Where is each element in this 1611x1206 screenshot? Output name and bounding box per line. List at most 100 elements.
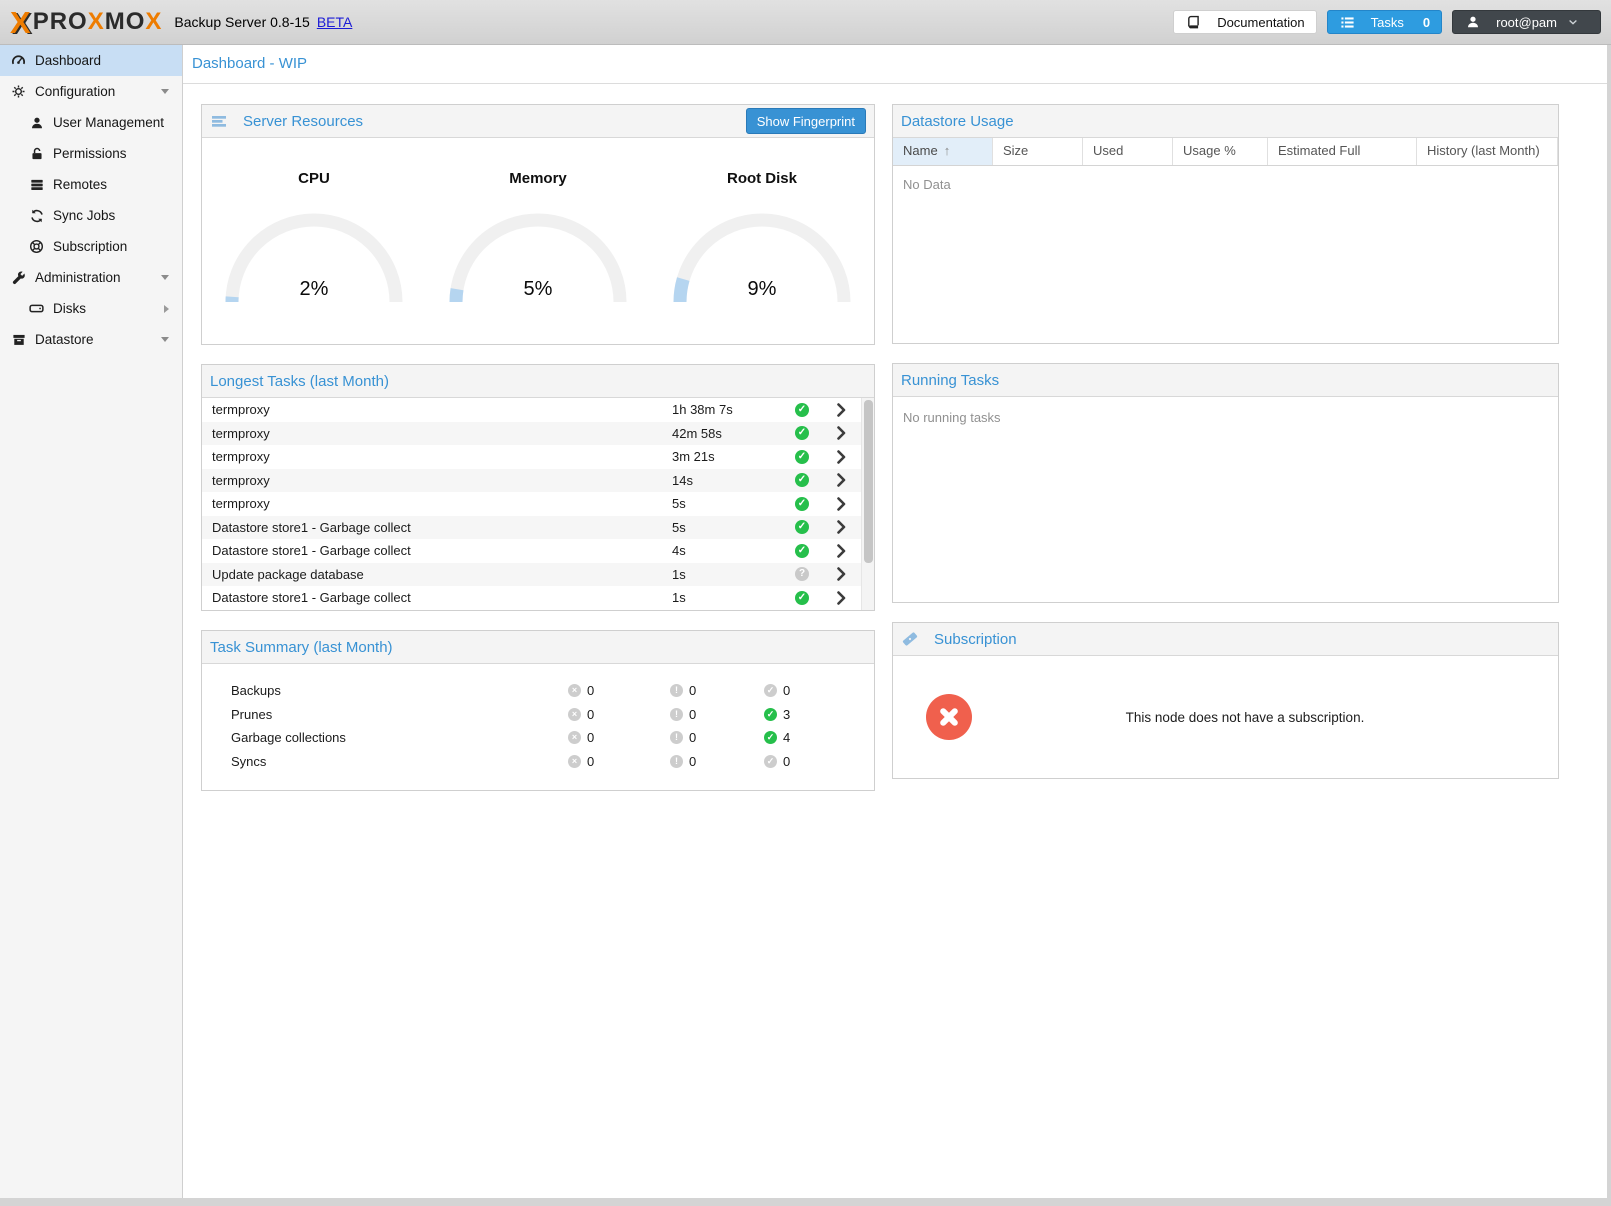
ok-count-icon: ✓ xyxy=(764,731,777,745)
task-row[interactable]: termproxy 14s ✓ xyxy=(202,468,874,492)
gauge-memory: Memory 5% xyxy=(426,138,650,343)
column-header-label: Used xyxy=(1093,143,1124,158)
ticket-icon xyxy=(901,631,918,647)
task-row[interactable]: Datastore store1 - Garbage collect 4s ✓ xyxy=(202,539,874,563)
open-task-chevron-icon[interactable] xyxy=(820,426,862,441)
sidebar-item-label: Datastore xyxy=(35,332,94,347)
task-duration: 5s xyxy=(672,496,686,512)
task-duration: 5s xyxy=(672,519,686,535)
life-ring-icon xyxy=(28,239,45,255)
gauge-value: 9% xyxy=(747,278,777,300)
gauge-root-disk: Root Disk 9% xyxy=(650,138,874,343)
summary-row: Garbage collections × 0! 0 ✓ 4 xyxy=(202,726,874,750)
warning-count: 0 xyxy=(689,683,697,699)
error-count-icon: × xyxy=(568,731,581,745)
task-row[interactable]: termproxy 5s ✓ xyxy=(202,492,874,516)
summary-label: Backups xyxy=(231,683,281,699)
book-icon xyxy=(1185,14,1202,30)
task-summary-header: Task Summary (last Month) xyxy=(202,631,874,664)
vertical-scrollbar[interactable] xyxy=(861,398,874,610)
main-content: Dashboard - WIP Server Resources Show Fi… xyxy=(183,45,1607,1198)
gauge-title: Root Disk xyxy=(726,170,797,187)
error-count-icon: × xyxy=(568,707,581,721)
expander-right-icon xyxy=(164,304,169,313)
user-menu-button[interactable]: root@pam xyxy=(1452,10,1601,34)
column-header-usage-[interactable]: Usage % xyxy=(1173,138,1268,165)
ok-count: 4 xyxy=(783,730,791,746)
documentation-button[interactable]: Documentation xyxy=(1173,10,1317,34)
subscription-panel: Subscription This node does not have a s… xyxy=(892,622,1559,779)
error-count: 0 xyxy=(587,753,595,769)
status-ok-check-icon: ✓ xyxy=(795,590,809,605)
error-count: 0 xyxy=(587,706,595,722)
status-ok-check-icon: ✓ xyxy=(795,473,809,488)
sidebar-item-dashboard[interactable]: Dashboard xyxy=(0,45,182,76)
datastore-empty-text: No Data xyxy=(903,177,951,192)
running-tasks-header: Running Tasks xyxy=(893,364,1558,397)
sidebar-item-sync-jobs[interactable]: Sync Jobs xyxy=(0,200,182,231)
tasks-button[interactable]: Tasks 0 xyxy=(1326,10,1443,34)
task-row[interactable]: Datastore store1 - Garbage collect 5s ✓ xyxy=(202,515,874,539)
gears-icon xyxy=(10,84,27,100)
datastore-grid-columns: Name ↑ Size Used Usage % Estimated Full Histor… xyxy=(893,138,1558,166)
sidebar-item-subscription[interactable]: Subscription xyxy=(0,231,182,262)
task-duration: 14s xyxy=(672,472,693,488)
sidebar-item-configuration[interactable]: Configuration xyxy=(0,76,182,107)
status-unknown-question-icon: ? xyxy=(795,567,809,582)
archive-icon xyxy=(10,332,27,348)
status-ok-check-icon: ✓ xyxy=(795,402,809,417)
ok-count: 3 xyxy=(783,706,791,722)
sidebar-item-administration[interactable]: Administration xyxy=(0,262,182,293)
open-task-chevron-icon[interactable] xyxy=(820,449,862,464)
scrollbar-thumb[interactable] xyxy=(864,400,873,563)
sidebar-item-user-management[interactable]: User Management xyxy=(0,107,182,138)
sidebar-item-permissions[interactable]: Permissions xyxy=(0,138,182,169)
task-row[interactable]: Update package database 1s? xyxy=(202,562,874,586)
logo-letter: X xyxy=(145,8,163,35)
status-ok-check-icon: ✓ xyxy=(795,449,809,464)
task-row[interactable]: termproxy 3m 21s ✓ xyxy=(202,445,874,469)
task-row[interactable]: termproxy 1h 38m 7s ✓ xyxy=(202,398,874,422)
open-task-chevron-icon[interactable] xyxy=(820,590,862,605)
gauge-title: Memory xyxy=(509,170,567,187)
logo-letter: MO xyxy=(104,8,146,35)
gauge-title: CPU xyxy=(298,170,330,187)
task-row[interactable]: Datastore store1 - Garbage collect 1s ✓ xyxy=(202,586,874,610)
task-name: Datastore store1 - Garbage collect xyxy=(212,519,411,535)
documentation-label: Documentation xyxy=(1217,14,1305,30)
sidebar-item-label: Configuration xyxy=(35,84,116,99)
open-task-chevron-icon[interactable] xyxy=(820,473,862,488)
task-name: termproxy xyxy=(212,449,270,465)
longest-tasks-list: termproxy 1h 38m 7s ✓ termproxy 42m 58s ✓ term… xyxy=(202,398,874,610)
column-header-estimated-full[interactable]: Estimated Full xyxy=(1268,138,1417,165)
column-header-name[interactable]: Name ↑ xyxy=(893,138,993,165)
beta-link[interactable]: BETA xyxy=(316,14,353,30)
sidebar-item-label: Disks xyxy=(53,301,86,316)
show-fingerprint-button[interactable]: Show Fingerprint xyxy=(745,108,866,134)
ok-count-icon: ✓ xyxy=(764,684,777,698)
task-list-icon xyxy=(1339,14,1356,30)
gauge-arc: 9% xyxy=(667,213,857,309)
column-header-used[interactable]: Used xyxy=(1083,138,1173,165)
task-row[interactable]: termproxy 42m 58s ✓ xyxy=(202,421,874,445)
sort-ascending-icon: ↑ xyxy=(943,143,951,158)
task-duration: 1h 38m 7s xyxy=(672,402,733,418)
sidebar-item-datastore[interactable]: Datastore xyxy=(0,324,182,355)
task-summary-panel: Task Summary (last Month) Backups × 0! 0 ✓ 0 P… xyxy=(201,630,875,791)
sidebar-item-disks[interactable]: Disks xyxy=(0,293,182,324)
open-task-chevron-icon[interactable] xyxy=(820,520,862,535)
column-header-label: Name xyxy=(903,143,938,158)
warning-count-icon: ! xyxy=(670,684,683,698)
expander-down-icon xyxy=(161,89,169,94)
open-task-chevron-icon[interactable] xyxy=(820,567,862,582)
open-task-chevron-icon[interactable] xyxy=(820,402,862,417)
task-name: Update package database xyxy=(212,566,364,582)
open-task-chevron-icon[interactable] xyxy=(820,543,862,558)
column-header-size[interactable]: Size xyxy=(993,138,1083,165)
task-name: termproxy xyxy=(212,425,270,441)
server-resources-header: Server Resources Show Fingerprint xyxy=(202,105,874,138)
error-count-icon: × xyxy=(568,754,581,768)
open-task-chevron-icon[interactable] xyxy=(820,496,862,511)
column-header-history-last-month-[interactable]: History (last Month) xyxy=(1417,138,1558,165)
sidebar-item-remotes[interactable]: Remotes xyxy=(0,169,182,200)
